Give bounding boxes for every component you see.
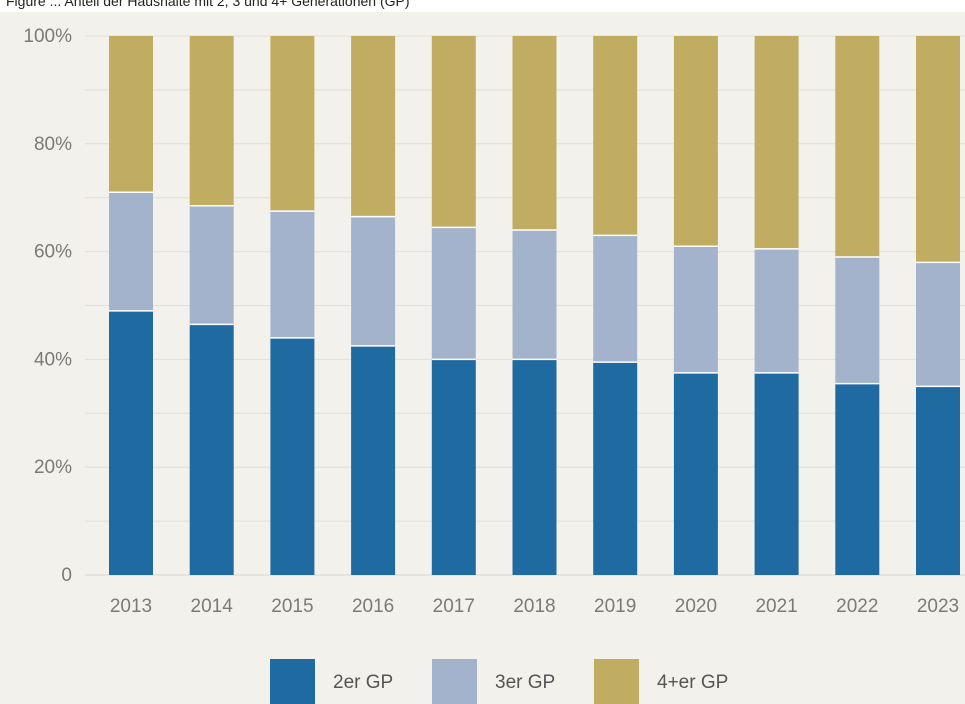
- bar-segment: [916, 36, 960, 263]
- y-axis-ticks: 0 20% 40% 60% 80% 100%: [23, 26, 72, 586]
- bar-segment: [109, 310, 153, 575]
- bar-segment: [754, 372, 799, 575]
- legend-label: 2er GP: [333, 672, 393, 693]
- y-tick-label: 80%: [34, 134, 72, 155]
- bar-segment: [512, 36, 557, 231]
- bar-segment: [512, 230, 557, 360]
- bar-segment: [189, 205, 234, 325]
- bar-segment: [351, 216, 396, 346]
- bar-segment: [673, 372, 718, 575]
- bar-segment: [351, 345, 396, 575]
- legend: 2er GP 3er GP 4+er GP: [270, 659, 728, 704]
- y-tick-label: 60%: [34, 242, 72, 263]
- bar-segment: [351, 36, 396, 217]
- x-tick-label: 2015: [271, 596, 313, 617]
- x-tick-label: 2016: [352, 596, 394, 617]
- x-tick-label: 2020: [675, 596, 717, 617]
- bar-segment: [431, 227, 476, 360]
- bar-segment: [431, 36, 476, 228]
- x-tick-label: 2013: [110, 596, 152, 617]
- x-tick-label: 2018: [513, 596, 555, 617]
- bar-segment: [835, 256, 880, 384]
- legend-swatch: [594, 659, 639, 704]
- bar-segment: [270, 36, 315, 212]
- y-tick-label: 20%: [34, 457, 72, 478]
- bar-segment: [754, 248, 799, 373]
- bar-segment: [916, 386, 960, 575]
- x-tick-label: 2022: [836, 596, 878, 617]
- y-tick-label: 40%: [34, 349, 72, 370]
- legend-swatch: [270, 659, 315, 704]
- bar-segment: [593, 36, 638, 236]
- bar-segment: [835, 383, 880, 575]
- bar-segment: [593, 362, 638, 575]
- bar-segment: [109, 36, 153, 193]
- bar-segment: [189, 36, 234, 206]
- chart-caption-text: Figure ... Anteil der Haushalte mit 2, 3…: [6, 0, 410, 9]
- bar-segment: [189, 324, 234, 575]
- x-tick-label: 2014: [191, 596, 234, 617]
- bar-segment: [916, 262, 960, 387]
- bar-segment: [270, 337, 315, 575]
- y-tick-label: 100%: [23, 26, 72, 47]
- x-tick-label: 2019: [594, 596, 636, 617]
- bar-segment: [754, 36, 799, 249]
- x-axis-ticks: 2013 2014 2015 2016 2017 2018 2019 2020 2021 2022…: [110, 596, 959, 617]
- legend-swatch: [432, 659, 477, 704]
- bar-segment: [673, 36, 718, 247]
- chart-caption: Figure ... Anteil der Haushalte mit 2, 3…: [0, 0, 965, 12]
- legend-label: 3er GP: [495, 672, 555, 693]
- bar-segment: [109, 192, 153, 311]
- bars: [109, 36, 960, 575]
- y-tick-label: 0: [61, 565, 72, 586]
- bar-segment: [431, 359, 476, 575]
- legend-label: 4+er GP: [657, 672, 728, 693]
- bar-segment: [593, 235, 638, 363]
- x-tick-label: 2021: [755, 596, 797, 617]
- x-tick-label: 2023: [917, 596, 959, 617]
- bar-segment: [673, 246, 718, 373]
- bar-segment: [512, 359, 557, 575]
- bar-segment: [270, 211, 315, 338]
- x-tick-label: 2017: [433, 596, 475, 617]
- bar-segment: [835, 36, 880, 257]
